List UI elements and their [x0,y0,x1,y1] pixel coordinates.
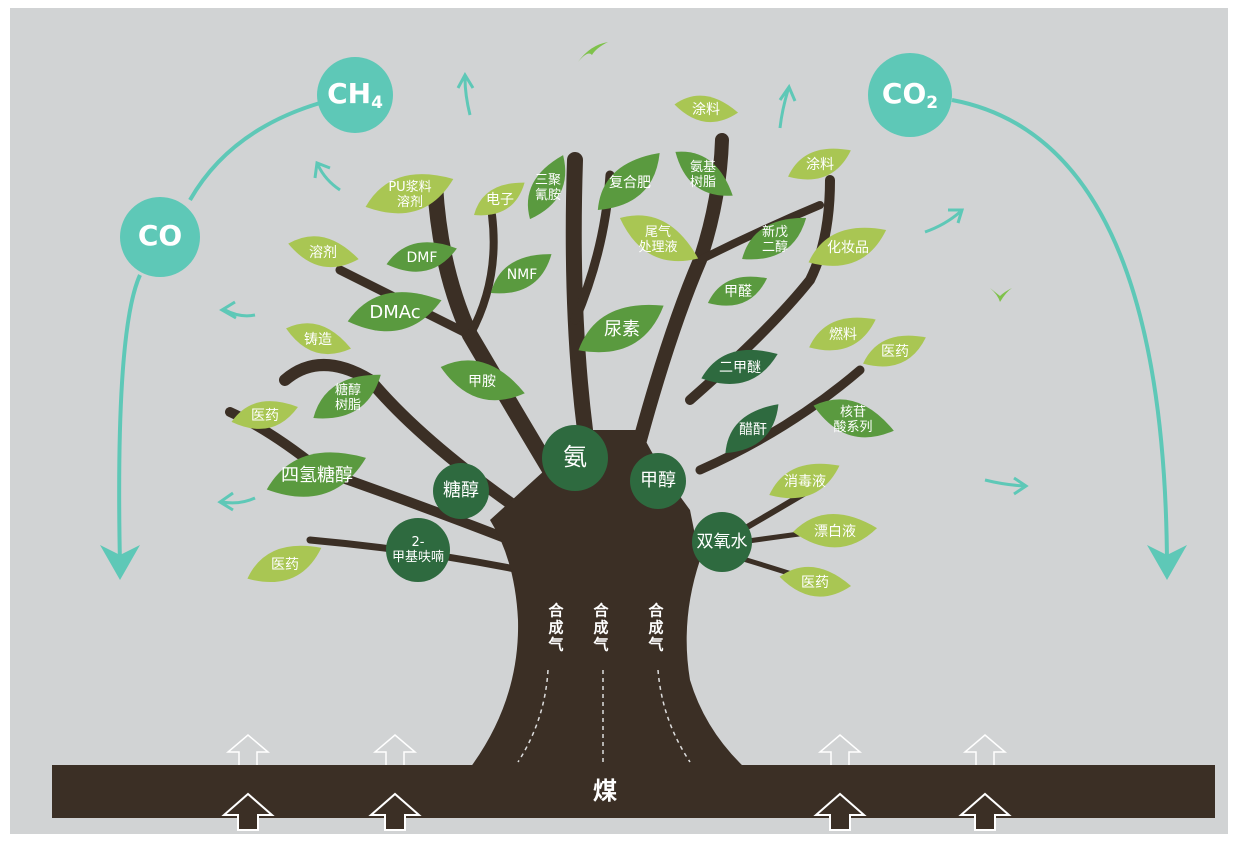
label: 涂料 [806,157,834,173]
base-label: 煤 [593,777,617,805]
trunk-label: 合成气 [547,602,565,654]
label: 尾气 [645,224,671,240]
label: 复合肥 [609,174,651,191]
label: 医药 [801,575,829,591]
label: 糖醇 [443,480,479,501]
trunk-label: 合成气 [647,602,665,654]
gas: CH4 [317,57,393,133]
label: 化妆品 [827,240,869,256]
label: 三聚 [535,173,561,188]
gas-subscript: 2 [926,93,938,113]
gas-subscript: 4 [371,93,383,113]
label: 燃料 [829,326,857,343]
label: 漂白液 [814,524,856,540]
diagram: 煤 PU浆料溶剂电子三聚氰胺复合肥涂料氨基树脂涂料溶剂DMFNMF尾气处理液新戊… [0,0,1236,842]
label: 氨基 [690,160,716,175]
hub: 2-甲基呋喃 [386,518,450,582]
label: 医药 [251,408,279,424]
label: 铸造 [304,332,332,348]
gas: CO2 [868,53,952,137]
label: 二醇 [762,239,788,255]
label: 酸系列 [833,420,872,435]
label: 核苷 [840,405,866,420]
trunk-label: 合成气 [592,602,610,654]
gas-formula: CO [882,77,926,110]
hub: 氨 [542,425,608,491]
label: 新戊 [762,224,788,240]
label: 涂料 [692,102,720,118]
label: 甲醛 [724,284,752,300]
label: 电子 [486,192,514,208]
label: 处理液 [638,240,677,255]
base-bar [52,765,1215,818]
label: 甲醇 [640,470,676,491]
label: 尿素 [604,319,640,340]
label: PU浆料 [388,180,431,195]
label: NMF [507,267,538,283]
label: DMAc [369,302,420,323]
label: DMF [407,250,438,266]
label: 医药 [881,344,909,360]
label: 甲基呋喃 [392,550,444,565]
label: 医药 [271,557,299,573]
label: 2- [412,535,425,550]
gas: CO [120,197,200,277]
label: 树脂 [335,398,361,413]
label: 氰胺 [535,187,561,203]
label: 氨 [563,443,587,471]
hub: 糖醇 [433,463,489,519]
label: 树脂 [690,175,716,190]
hub: 甲醇 [630,453,686,509]
label: 四氢糖醇 [281,465,353,486]
label: 甲胺 [468,374,496,390]
label: 消毒液 [784,474,826,490]
label: 二甲醚 [719,360,761,376]
label: 溶剂 [309,245,337,261]
label: 双氧水 [697,532,748,552]
label: 溶剂 [397,195,423,210]
gas-formula: CH [327,77,371,110]
gas-label: CO [138,219,182,252]
hub: 双氧水 [692,512,752,572]
gas-formula: CO [138,219,182,252]
trunk-labels: 合成气 合成气 合成气 [547,602,665,654]
label: 糖醇 [335,382,361,398]
label: 醋酐 [739,422,767,438]
